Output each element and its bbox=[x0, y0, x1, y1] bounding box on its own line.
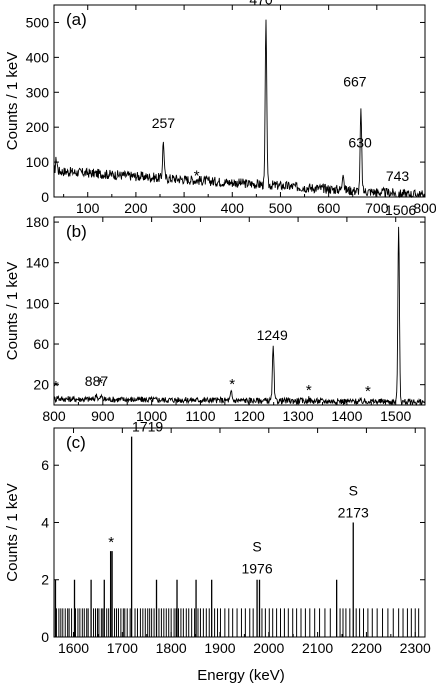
y-tick-label: 400 bbox=[26, 49, 50, 65]
x-tick-label: 1900 bbox=[204, 640, 235, 656]
x-tick-label: 1800 bbox=[156, 640, 187, 656]
x-tick-label: 400 bbox=[221, 200, 245, 216]
x-tick-label: 2000 bbox=[253, 640, 284, 656]
panel-a: 100 200 300 400 500 600 700 800 0 100 200 300 400 500… bbox=[4, 0, 436, 216]
contaminant-marker: * bbox=[97, 375, 103, 392]
panel-label: (b) bbox=[66, 222, 87, 241]
y-tick-label: 100 bbox=[26, 295, 50, 311]
peak-label: S bbox=[349, 482, 358, 498]
x-tick-label: 700 bbox=[365, 200, 389, 216]
y-tick-label: 2 bbox=[41, 572, 49, 588]
x-tick-label: 300 bbox=[172, 200, 196, 216]
y-tick-label: 20 bbox=[33, 377, 49, 393]
panel-label: (a) bbox=[66, 10, 87, 29]
y-axis-title: Counts / 1 keV bbox=[4, 262, 21, 360]
x-tick-label: 1000 bbox=[136, 408, 167, 424]
y-tick-label: 140 bbox=[26, 255, 50, 271]
x-tick-label: 100 bbox=[76, 200, 100, 216]
y-axis-title: Counts / 1 keV bbox=[4, 483, 21, 581]
y-tick-label: 6 bbox=[41, 457, 49, 473]
contaminant-marker: * bbox=[229, 376, 235, 393]
x-tick-label: 1100 bbox=[185, 408, 215, 424]
peak-label: 630 bbox=[348, 135, 372, 151]
x-tick-label: 800 bbox=[413, 200, 436, 216]
y-tick-label: 0 bbox=[41, 189, 49, 205]
contaminant-marker: * bbox=[108, 534, 114, 551]
peak-label: 1976 bbox=[241, 561, 272, 577]
x-tick-label: 600 bbox=[317, 200, 341, 216]
x-axis-title: Energy (keV) bbox=[197, 667, 285, 684]
y-tick-label: 4 bbox=[41, 514, 49, 530]
y-axis-title: Counts / 1 keV bbox=[4, 52, 21, 150]
x-tick-label: 900 bbox=[91, 408, 115, 424]
y-tick-label: 200 bbox=[26, 119, 50, 135]
panel-c: 1600 1700 1800 1900 2000 2100 2200 2300 0 2 4 6 Coun… bbox=[4, 419, 431, 656]
peak-label: 470 bbox=[249, 0, 273, 7]
y-tick-label: 100 bbox=[26, 154, 50, 170]
x-tick-label: 2300 bbox=[400, 640, 431, 656]
x-tick-label: 1600 bbox=[58, 640, 89, 656]
spectrum-line bbox=[53, 19, 426, 199]
plot-frame bbox=[53, 427, 426, 638]
contaminant-marker: * bbox=[306, 382, 312, 399]
x-tick-label: 1400 bbox=[331, 408, 362, 424]
peak-label: 887 bbox=[85, 373, 109, 389]
x-tick-label: 1500 bbox=[380, 408, 411, 424]
peak-label: 1249 bbox=[257, 327, 288, 343]
x-tick-label: 1700 bbox=[107, 640, 138, 656]
panel-b: 800 900 1000 1100 1200 1300 1400 1500 20 60 100 140… bbox=[4, 202, 426, 424]
peak-label: 1506 bbox=[385, 202, 416, 218]
peak-label: 257 bbox=[152, 115, 176, 131]
contaminant-marker: * bbox=[53, 378, 59, 395]
contaminant-marker: * bbox=[194, 168, 200, 185]
y-tick-label: 180 bbox=[26, 214, 50, 230]
y-tick-label: 500 bbox=[26, 14, 50, 30]
peak-label: 743 bbox=[386, 168, 410, 184]
peak-label: S bbox=[252, 539, 261, 555]
x-tick-label: 800 bbox=[42, 408, 66, 424]
y-tick-label: 300 bbox=[26, 84, 50, 100]
plot-frame bbox=[53, 216, 426, 406]
x-tick-label: 500 bbox=[269, 200, 293, 216]
y-tick-label: 0 bbox=[41, 629, 49, 645]
panel-label: (c) bbox=[66, 433, 86, 452]
plot-frame bbox=[53, 4, 426, 198]
x-tick-label: 2100 bbox=[302, 640, 333, 656]
spectrum-line bbox=[53, 226, 426, 406]
peak-label: 667 bbox=[343, 73, 367, 89]
contaminant-marker: * bbox=[365, 383, 371, 400]
y-tick-label: 60 bbox=[33, 336, 49, 352]
peak-label: 2173 bbox=[338, 504, 369, 520]
x-tick-label: 1300 bbox=[283, 408, 314, 424]
peak-label: 1719 bbox=[132, 419, 163, 435]
x-tick-label: 2200 bbox=[351, 640, 382, 656]
x-tick-label: 200 bbox=[124, 200, 148, 216]
x-tick-label: 1200 bbox=[234, 408, 265, 424]
